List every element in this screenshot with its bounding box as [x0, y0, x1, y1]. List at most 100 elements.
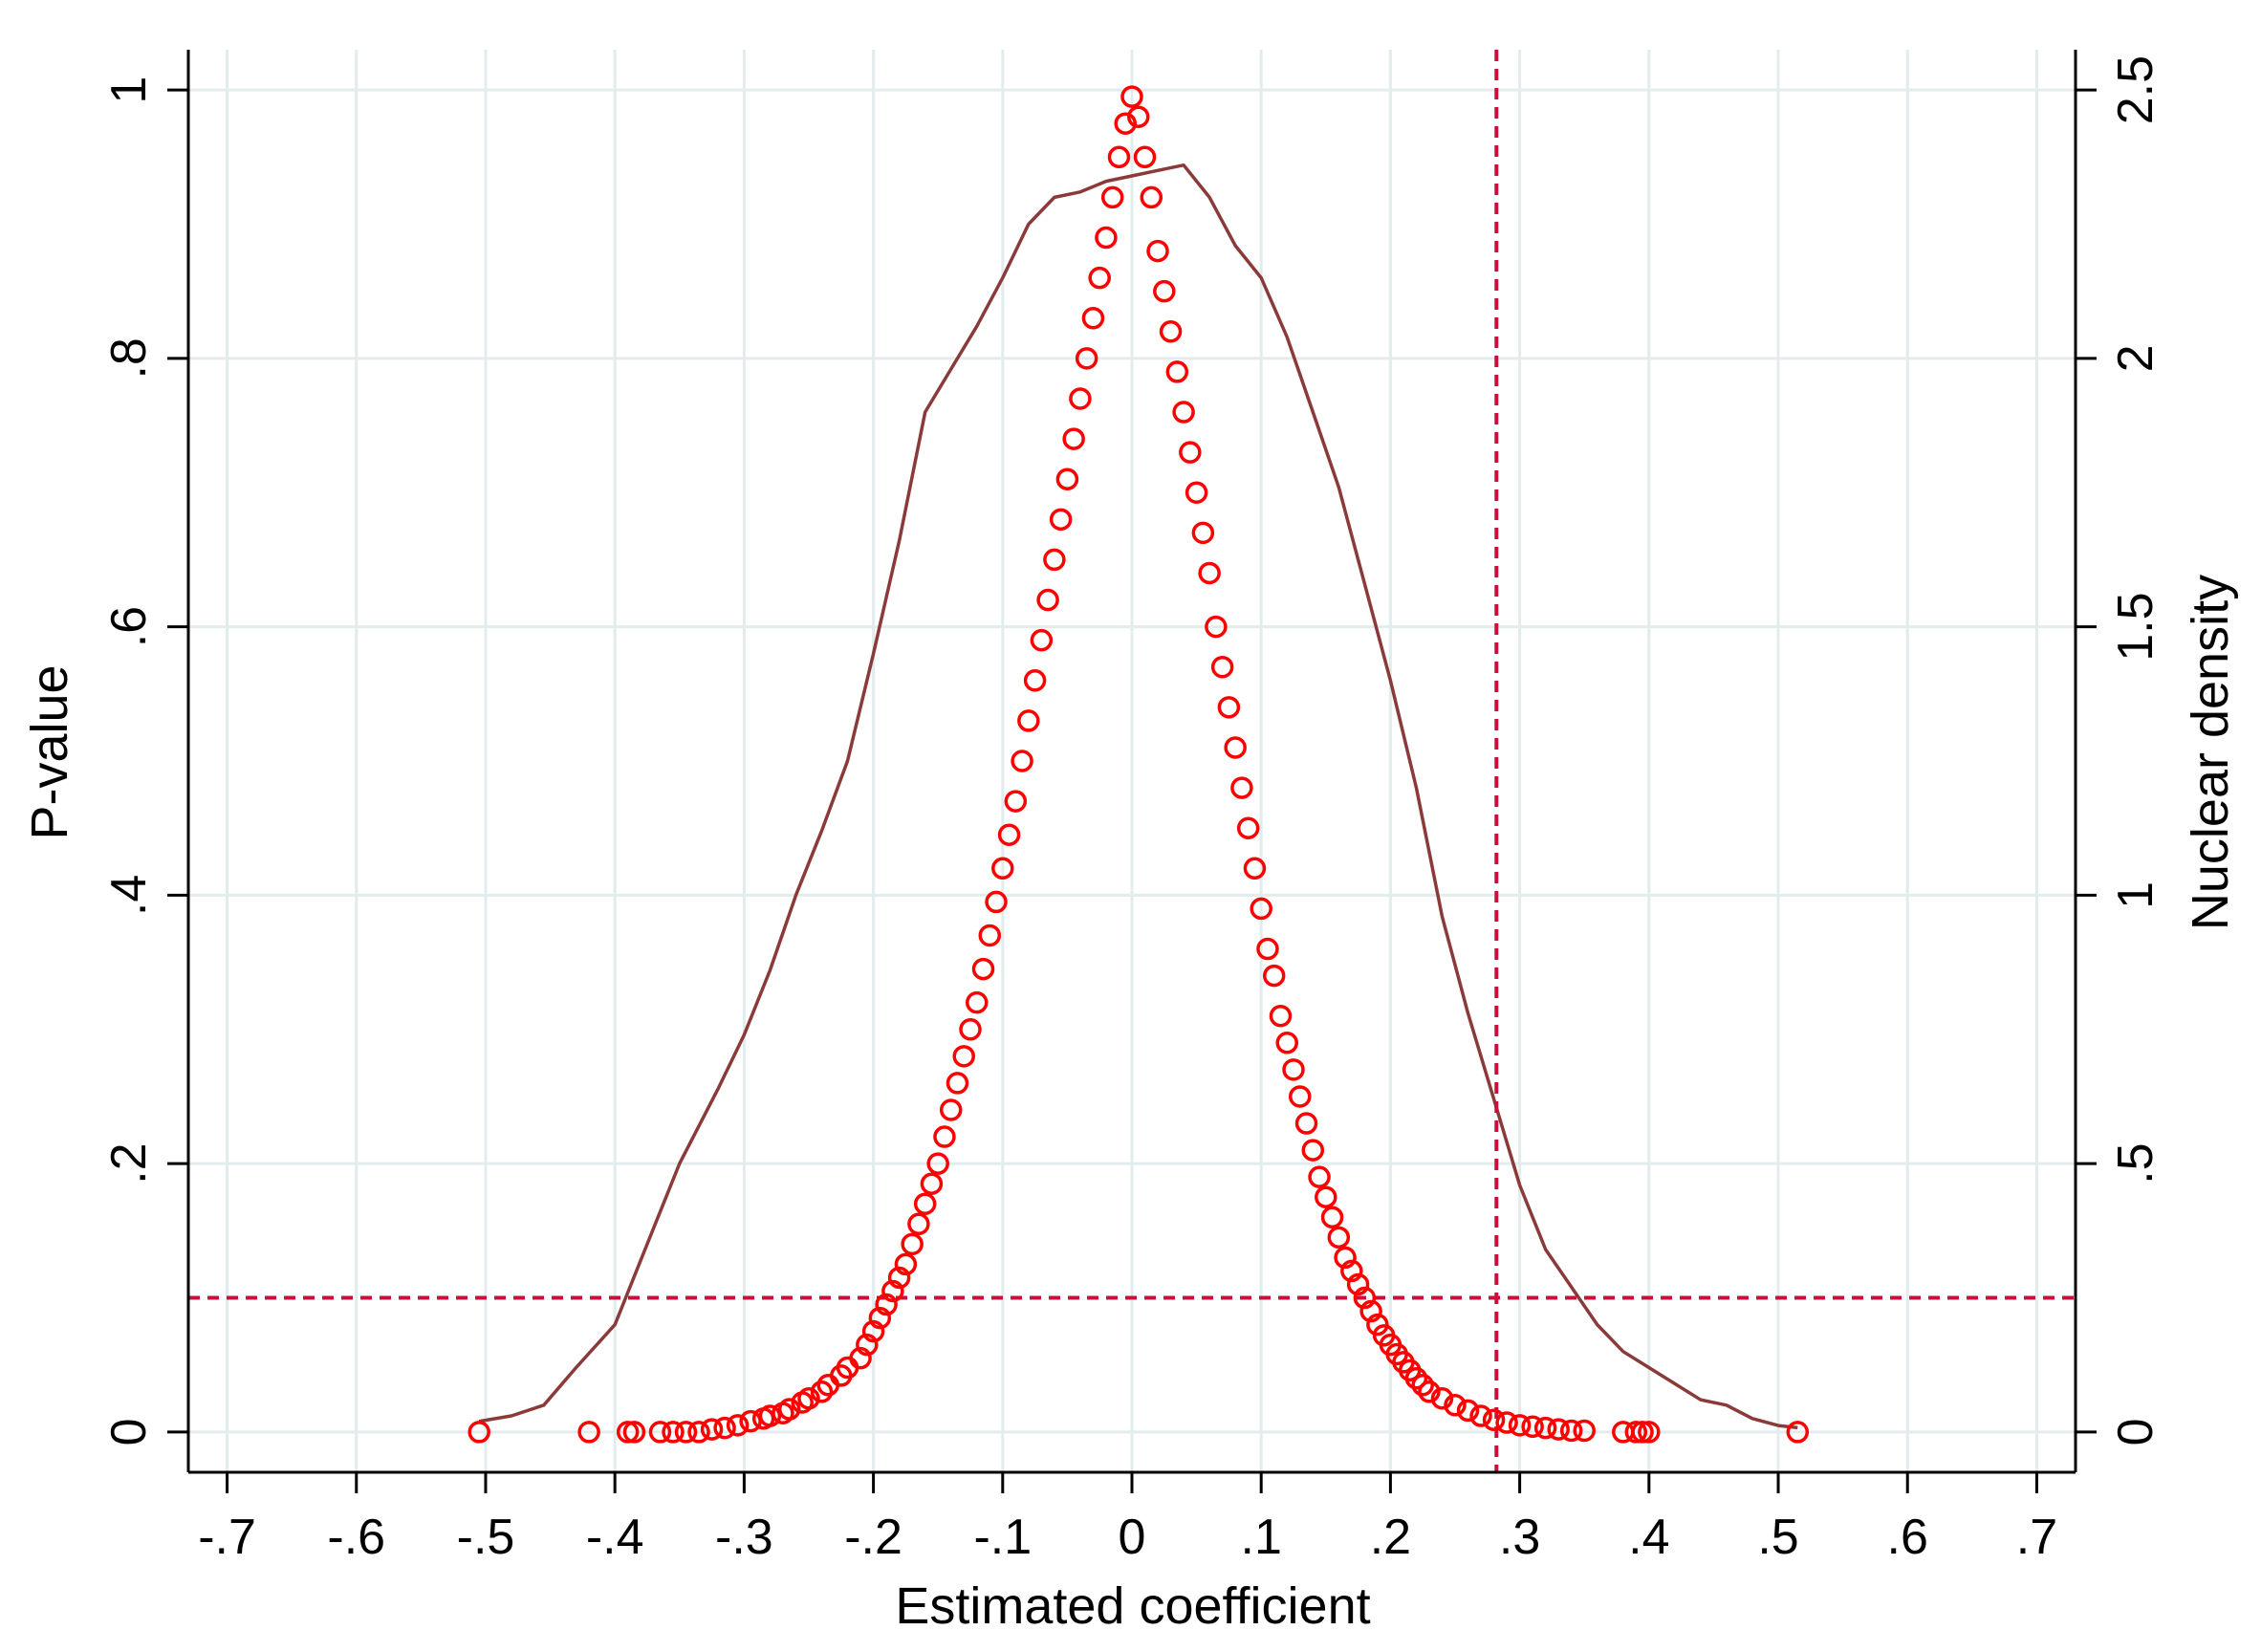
x-tick-label: .5 — [1757, 1510, 1798, 1565]
data-point — [1327, 1226, 1351, 1250]
x-tick-label: .7 — [2016, 1510, 2057, 1565]
x-tick-label: -.7 — [198, 1510, 256, 1565]
data-point — [1308, 1165, 1331, 1188]
data-point — [1521, 1415, 1544, 1439]
data-point — [1262, 964, 1286, 988]
reference-lines — [188, 50, 2076, 1472]
tick-labels: -.7 -.6 -.5 -.4 -.3 -.2 -.1 0 .1 .2 .3 .4 .5 .6 .7 0 .2.… — [101, 55, 2163, 1565]
data-point — [777, 1398, 801, 1421]
data-point — [1036, 588, 1059, 612]
data-point — [1069, 387, 1092, 410]
data-point — [849, 1346, 872, 1370]
data-point — [1075, 347, 1098, 370]
y-tick-label: .4 — [101, 875, 157, 916]
data-point — [713, 1416, 736, 1440]
data-point — [1359, 1299, 1382, 1323]
x-tick-label: .1 — [1241, 1510, 1282, 1565]
data-point — [1153, 279, 1176, 303]
data-point — [726, 1414, 750, 1437]
x-tick-label: .2 — [1370, 1510, 1411, 1565]
y2-tick-label: 2 — [2108, 344, 2163, 372]
data-point — [1624, 1421, 1648, 1444]
data-point — [1230, 776, 1253, 799]
data-point — [1062, 427, 1085, 450]
data-point — [616, 1421, 640, 1444]
data-point — [1140, 185, 1163, 209]
data-point — [1346, 1272, 1370, 1296]
data-point — [926, 1152, 949, 1175]
data-point — [622, 1421, 646, 1444]
x-tick-label: .4 — [1628, 1510, 1669, 1565]
data-point — [1559, 1419, 1583, 1443]
data-point — [1049, 508, 1073, 532]
data-point — [1120, 85, 1143, 108]
density-curve-layer — [478, 163, 1798, 1430]
data-point — [1631, 1421, 1654, 1444]
x-axis-title: Estimated coefficient — [895, 1577, 1370, 1635]
x-tick-label: -.1 — [973, 1510, 1032, 1565]
data-point — [1250, 897, 1272, 921]
y2-axis-title: Nuclear density — [2182, 575, 2239, 930]
data-point — [959, 1018, 982, 1041]
data-point — [467, 1421, 490, 1444]
data-point — [1533, 1416, 1557, 1440]
data-point — [797, 1387, 820, 1410]
y-tick-label: .2 — [101, 1142, 157, 1184]
x-tick-label: -.2 — [844, 1510, 902, 1565]
grid-lines — [188, 50, 2076, 1472]
data-point — [971, 957, 995, 981]
data-point — [1404, 1366, 1428, 1390]
y-tick-label: .6 — [101, 606, 157, 647]
data-point — [1088, 266, 1111, 290]
data-point — [1114, 112, 1137, 135]
data-point — [1411, 1374, 1434, 1397]
data-point — [1243, 857, 1267, 880]
x-tick-label: -.4 — [586, 1510, 644, 1565]
data-point — [758, 1404, 782, 1427]
data-point — [894, 1252, 918, 1276]
data-point — [913, 1192, 937, 1215]
data-point — [991, 857, 1014, 880]
data-point — [1133, 145, 1157, 169]
data-point — [966, 990, 989, 1014]
data-point — [1011, 750, 1033, 772]
data-point — [1100, 185, 1124, 209]
y2-tick-label: 2.5 — [2108, 55, 2163, 124]
data-point — [1638, 1421, 1661, 1444]
data-point — [1179, 441, 1202, 464]
data-point — [1315, 1185, 1337, 1208]
data-point — [662, 1421, 685, 1444]
data-point — [1334, 1246, 1357, 1270]
axes — [167, 50, 2097, 1493]
data-point — [1320, 1206, 1344, 1229]
data-point — [1191, 521, 1215, 545]
data-point — [881, 1279, 904, 1303]
data-point — [648, 1421, 672, 1444]
data-point — [985, 890, 1008, 914]
x-tick-label: .6 — [1887, 1510, 1928, 1565]
data-point — [1269, 1004, 1293, 1028]
y-tick-label: 0 — [101, 1418, 157, 1446]
data-point — [1469, 1404, 1492, 1427]
data-point — [1081, 307, 1105, 330]
data-point — [1205, 615, 1228, 639]
y-tick-label: 1 — [101, 76, 157, 104]
data-point — [1508, 1414, 1532, 1437]
data-point — [1256, 937, 1279, 961]
data-point — [1146, 239, 1169, 263]
data-point — [1210, 655, 1234, 679]
data-point — [700, 1418, 724, 1441]
scatter-points — [467, 85, 1810, 1444]
data-point — [1282, 1058, 1305, 1081]
data-point — [1023, 669, 1047, 692]
data-point — [901, 1232, 924, 1256]
y2-tick-label: 0 — [2108, 1418, 2163, 1446]
data-point — [868, 1306, 892, 1330]
data-point — [946, 1072, 969, 1095]
data-point — [1030, 628, 1054, 652]
data-point — [1786, 1421, 1810, 1444]
data-point — [1217, 696, 1241, 719]
data-point — [920, 1172, 944, 1195]
data-point — [1055, 467, 1079, 490]
